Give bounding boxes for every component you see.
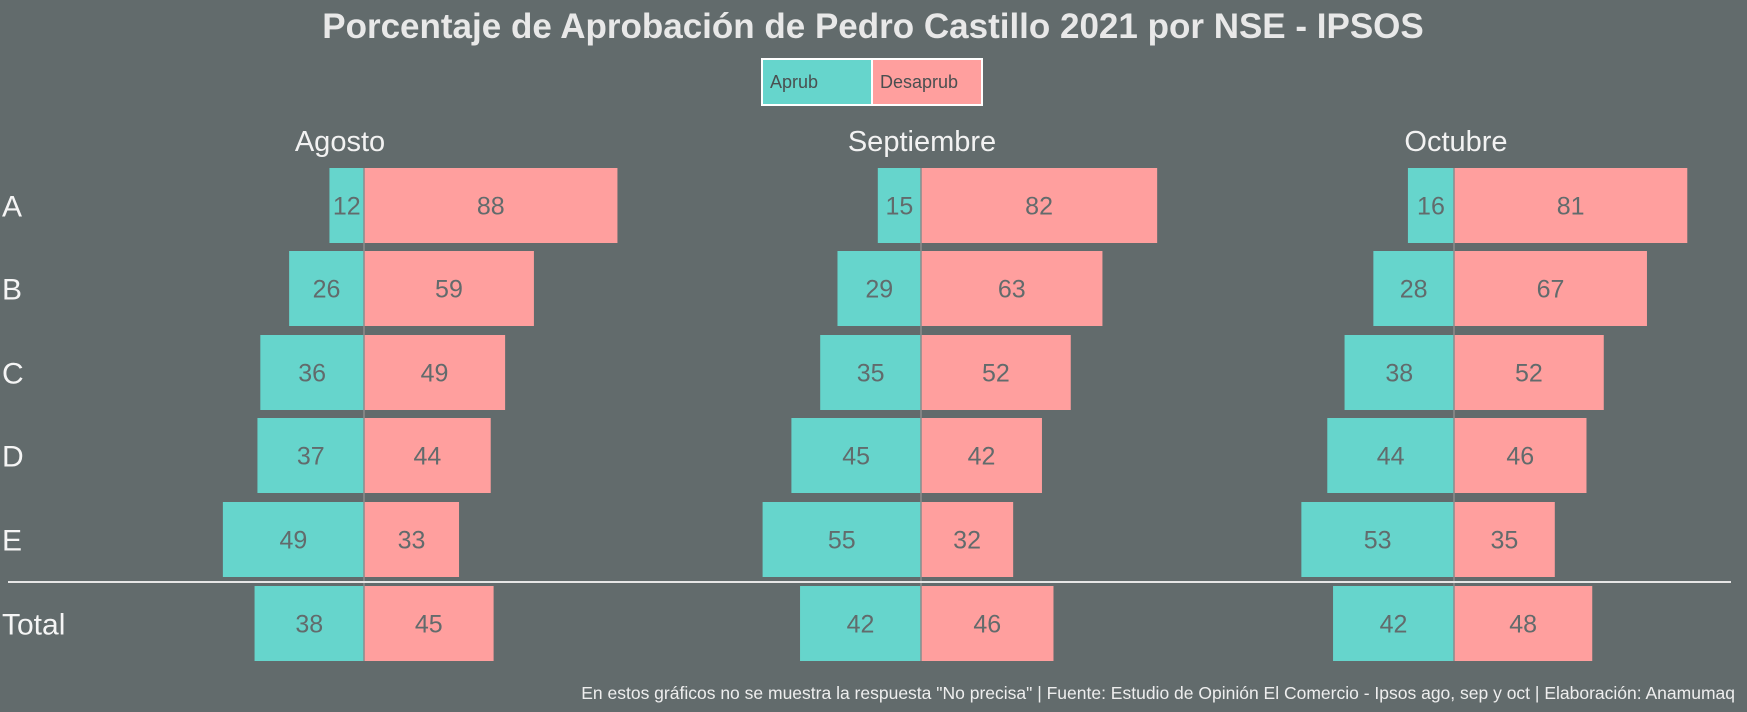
label-desaprub-agosto-a: 88 — [477, 193, 505, 221]
label-aprub-octubre-b: 28 — [1400, 276, 1428, 304]
bar-desaprub-septiembre-total — [921, 586, 1054, 661]
label-desaprub-agosto-e: 33 — [398, 527, 426, 555]
label-aprub-octubre-c: 38 — [1385, 360, 1413, 388]
label-desaprub-agosto-d: 44 — [413, 443, 441, 471]
bar-desaprub-agosto-e — [364, 502, 460, 577]
bar-aprub-octubre-c — [1344, 335, 1454, 410]
bar-aprub-agosto-total — [254, 586, 364, 661]
label-desaprub-septiembre-e: 32 — [953, 527, 981, 555]
bar-desaprub-septiembre-c — [921, 335, 1071, 410]
bar-desaprub-agosto-total — [364, 586, 494, 661]
bar-desaprub-octubre-e — [1454, 502, 1555, 577]
bar-aprub-agosto-e — [222, 502, 364, 577]
legend-swatch-aprub — [761, 58, 873, 106]
label-aprub-septiembre-d: 45 — [842, 443, 870, 471]
label-aprub-septiembre-c: 35 — [857, 360, 885, 388]
legend-swatch-desaprub — [871, 58, 983, 106]
legend-label-aprub: Aprub — [770, 72, 818, 92]
label-aprub-septiembre-e: 55 — [828, 527, 856, 555]
facet-title-agosto: Agosto — [295, 126, 385, 158]
label-desaprub-agosto-b: 59 — [435, 276, 463, 304]
bars: 12 88 26 59 36 49 37 44 49 33 38 45 15 82 29 63 35 52 45 42… — [222, 168, 1688, 661]
label-desaprub-agosto-total: 45 — [415, 611, 443, 639]
bar-aprub-septiembre-c — [820, 335, 921, 410]
legend: Aprub Desaprub — [761, 58, 983, 106]
facet-title-septiembre: Septiembre — [848, 126, 996, 158]
bar-desaprub-agosto-d — [364, 418, 491, 493]
row-label-e: E — [2, 525, 22, 558]
label-aprub-agosto-e: 49 — [280, 527, 308, 555]
facet-title-octubre: Octubre — [1404, 126, 1507, 158]
bar-desaprub-agosto-b — [364, 251, 534, 326]
label-aprub-agosto-c: 36 — [298, 360, 326, 388]
label-aprub-octubre-e: 53 — [1364, 527, 1392, 555]
label-desaprub-octubre-b: 67 — [1537, 276, 1565, 304]
bar-desaprub-octubre-d — [1454, 418, 1587, 493]
bar-aprub-octubre-a — [1407, 168, 1454, 243]
bar-desaprub-septiembre-a — [921, 168, 1158, 243]
label-desaprub-septiembre-c: 52 — [982, 360, 1010, 388]
bar-aprub-septiembre-d — [791, 418, 921, 493]
bar-desaprub-octubre-a — [1454, 168, 1688, 243]
label-aprub-septiembre-total: 42 — [847, 611, 875, 639]
row-label-b: B — [2, 274, 22, 307]
bar-desaprub-agosto-a — [364, 168, 618, 243]
label-desaprub-octubre-d: 46 — [1506, 443, 1534, 471]
label-aprub-octubre-total: 42 — [1380, 611, 1408, 639]
legend-label-desaprub: Desaprub — [880, 72, 958, 92]
bar-aprub-agosto-b — [289, 251, 364, 326]
bar-aprub-agosto-a — [329, 168, 364, 243]
label-desaprub-septiembre-b: 63 — [998, 276, 1026, 304]
label-desaprub-septiembre-total: 46 — [973, 611, 1001, 639]
bar-desaprub-septiembre-e — [921, 502, 1014, 577]
label-aprub-octubre-d: 44 — [1377, 443, 1405, 471]
bar-aprub-octubre-total — [1333, 586, 1454, 661]
bar-desaprub-septiembre-b — [921, 251, 1103, 326]
bar-aprub-septiembre-b — [837, 251, 921, 326]
bar-desaprub-octubre-b — [1454, 251, 1647, 326]
label-desaprub-octubre-total: 48 — [1509, 611, 1537, 639]
bar-aprub-octubre-e — [1301, 502, 1454, 577]
row-label-total: Total — [2, 609, 65, 642]
row-label-a: A — [2, 191, 22, 224]
label-aprub-agosto-a: 12 — [333, 193, 361, 221]
row-labels: A B C D E Total — [2, 191, 65, 642]
bar-aprub-septiembre-e — [762, 502, 921, 577]
label-aprub-septiembre-a: 15 — [885, 193, 913, 221]
bar-desaprub-septiembre-d — [921, 418, 1042, 493]
row-label-d: D — [2, 441, 24, 474]
label-aprub-agosto-d: 37 — [297, 443, 325, 471]
footer-note: En estos gráficos no se muestra la respu… — [581, 683, 1735, 703]
label-desaprub-septiembre-a: 82 — [1025, 193, 1053, 221]
bar-desaprub-octubre-total — [1454, 586, 1593, 661]
label-desaprub-agosto-c: 49 — [421, 360, 449, 388]
bar-aprub-agosto-c — [260, 335, 364, 410]
label-desaprub-octubre-a: 81 — [1557, 193, 1585, 221]
bar-aprub-octubre-d — [1327, 418, 1454, 493]
bar-desaprub-octubre-c — [1454, 335, 1604, 410]
label-aprub-agosto-b: 26 — [313, 276, 341, 304]
label-aprub-septiembre-b: 29 — [865, 276, 893, 304]
label-desaprub-octubre-e: 35 — [1490, 527, 1518, 555]
label-aprub-agosto-total: 38 — [295, 611, 323, 639]
bar-aprub-octubre-b — [1373, 251, 1454, 326]
label-aprub-octubre-a: 16 — [1417, 193, 1445, 221]
bar-aprub-septiembre-total — [800, 586, 921, 661]
label-desaprub-octubre-c: 52 — [1515, 360, 1543, 388]
label-desaprub-septiembre-d: 42 — [968, 443, 996, 471]
chart-title: Porcentaje de Aprobación de Pedro Castil… — [322, 7, 1424, 46]
bar-desaprub-agosto-c — [364, 335, 506, 410]
row-label-c: C — [2, 358, 24, 391]
bar-aprub-septiembre-a — [877, 168, 921, 243]
facet-titles: Agosto Septiembre Octubre — [295, 126, 1508, 158]
bar-aprub-agosto-d — [257, 418, 364, 493]
